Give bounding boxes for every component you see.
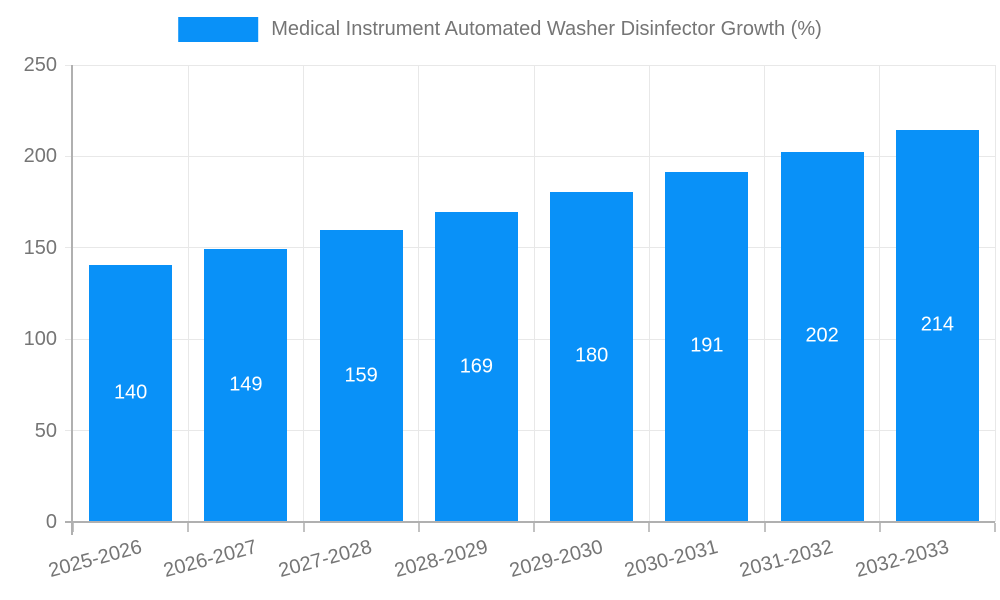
y-tick-label: 50: [34, 419, 57, 442]
x-tick-label: 2025-2026: [46, 536, 145, 583]
x-tick-mark: [533, 523, 535, 532]
y-tick-label: 200: [23, 145, 57, 168]
x-tick-mark: [648, 523, 651, 532]
gridline-vertical: [418, 65, 420, 522]
bar-2030-2031[interactable]: 191: [665, 171, 749, 521]
x-tick-label: 2032-2033: [852, 536, 952, 583]
legend-swatch: [178, 17, 259, 42]
bar-2032-2033[interactable]: 214: [895, 129, 979, 521]
x-tick-label: 2026-2027: [161, 536, 260, 583]
gridline-vertical: [533, 65, 535, 522]
gridline-vertical: [879, 65, 881, 522]
x-tick-label: 2031-2032: [737, 536, 836, 583]
bar-2031-2032[interactable]: 202: [780, 151, 864, 521]
bar-2029-2030[interactable]: 180: [550, 191, 634, 521]
x-tick-label: 2030-2031: [622, 536, 721, 583]
bar-value-label: 180: [574, 344, 609, 367]
gridline-vertical: [994, 65, 996, 522]
plot-area: 140 149 159 169 180 191 202 214: [65, 64, 996, 535]
x-tick-mark: [187, 523, 190, 532]
bar-value-label: 149: [229, 373, 263, 396]
bar-2028-2029[interactable]: 169: [434, 212, 518, 521]
x-tick-mark: [878, 523, 881, 532]
x-tick-mark: [417, 523, 420, 532]
gridline-horizontal: [65, 338, 995, 340]
bar-value-label: 140: [113, 381, 148, 404]
y-tick-label: 150: [23, 236, 57, 259]
y-tick-label: 250: [23, 54, 57, 76]
bar-2025-2026[interactable]: 140: [89, 265, 173, 521]
gridline-vertical: [648, 65, 650, 522]
x-tick-label: 2028-2029: [391, 536, 491, 583]
x-tick-mark: [994, 523, 996, 532]
x-axis-line: [65, 521, 995, 523]
bar-value-label: 214: [920, 313, 955, 336]
x-tick-label: 2027-2028: [276, 536, 375, 583]
gridline-vertical: [187, 65, 189, 522]
bar-2026-2027[interactable]: 149: [204, 248, 288, 521]
y-tick-label: 100: [23, 328, 57, 351]
bar-value-label: 159: [344, 364, 378, 387]
legend-label: Medical Instrument Automated Washer Disi…: [271, 18, 822, 40]
x-tick-label: 2029-2030: [507, 536, 606, 583]
x-tick-mark: [302, 523, 305, 532]
bar-2027-2028[interactable]: 159: [319, 230, 403, 521]
gridline-horizontal: [65, 155, 995, 157]
gridline-horizontal: [65, 247, 995, 249]
y-tick-label: 0: [45, 511, 57, 533]
legend[interactable]: Medical Instrument Automated Washer Disi…: [178, 17, 822, 42]
gridline-horizontal: [65, 64, 995, 66]
bar-value-label: 191: [690, 334, 724, 357]
x-tick-mark: [763, 523, 766, 532]
gridline-vertical: [303, 65, 304, 522]
gridline-horizontal: [65, 430, 995, 432]
bar-value-label: 169: [459, 355, 494, 378]
x-tick-mark: [72, 523, 74, 532]
gridline-vertical: [764, 65, 765, 522]
y-axis-line: [71, 65, 73, 535]
bar-value-label: 202: [805, 324, 839, 347]
